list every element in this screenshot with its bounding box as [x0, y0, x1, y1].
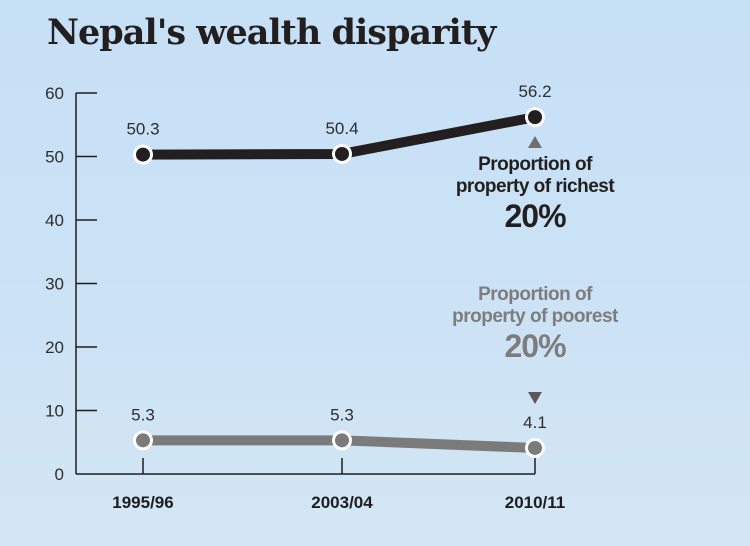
poorest-data-point: [136, 433, 150, 448]
y-tick-label: 20: [45, 338, 64, 357]
axes: 0 10 20 30 40 50 60 1995/96 2003/04 2010/11: [45, 84, 565, 512]
y-tick-label: 0: [55, 465, 64, 484]
poorest-annotation-percent: 20%: [504, 328, 566, 364]
poorest-annotation: Proportion of property of poorest 20%: [420, 284, 650, 364]
x-tick-label: 2003/04: [311, 493, 373, 512]
y-tick-label: 60: [45, 84, 64, 103]
data-label: 50.4: [325, 119, 358, 138]
x-tick-label: 1995/96: [112, 493, 173, 512]
labels-layer: 50.3 50.4 56.2 5.3 5.3 4.1: [126, 82, 551, 432]
poorest-data-point: [335, 433, 349, 448]
richest-data-point: [335, 146, 349, 161]
richest-data-point: [136, 147, 150, 162]
series-layer: [133, 107, 545, 458]
data-label: 5.3: [131, 405, 155, 424]
data-label: 4.1: [523, 413, 547, 432]
richest-annotation-line2: property of richest: [455, 176, 615, 197]
x-tick-label: 2010/11: [505, 493, 566, 512]
poorest-arrow-icon: [528, 392, 542, 404]
y-tick-label: 30: [45, 275, 64, 294]
richest-arrow-icon: [528, 136, 542, 148]
richest-annotation-line1: Proportion of: [478, 154, 592, 175]
poorest-data-point: [528, 440, 542, 455]
poorest-annotation-line1: Proportion of: [478, 284, 592, 305]
richest-annotation-percent: 20%: [504, 198, 566, 234]
richest-annotation: Proportion of property of richest 20%: [420, 154, 650, 234]
data-label: 50.3: [126, 120, 159, 139]
y-tick-label: 40: [45, 211, 64, 230]
data-label: 5.3: [330, 405, 354, 424]
richest-data-point: [528, 110, 542, 125]
chart-title: Nepal's wealth disparity: [47, 12, 496, 53]
data-label: 56.2: [518, 82, 551, 101]
y-tick-label: 50: [45, 148, 64, 167]
poorest-annotation-line2: property of poorest: [452, 306, 618, 327]
y-tick-label: 10: [45, 402, 64, 421]
